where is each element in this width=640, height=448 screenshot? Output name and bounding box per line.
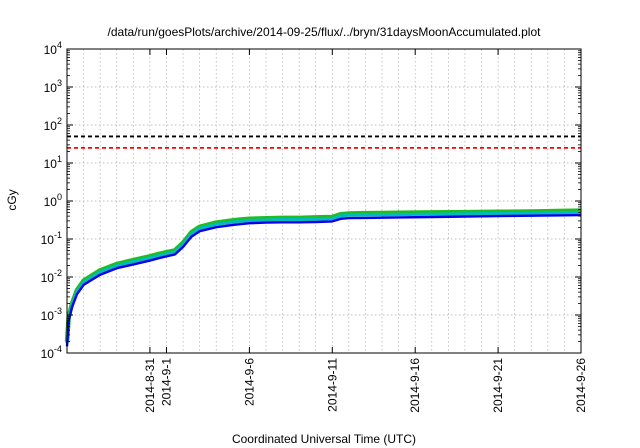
y-axis-label: cGy	[5, 189, 19, 210]
y-tick-label: 101	[44, 154, 62, 171]
y-tick-label: 10-2	[41, 268, 62, 285]
x-tick-label: 2014-9-11	[325, 358, 339, 412]
y-tick-label: 100	[44, 192, 62, 209]
x-tick-label: 2014-8-31	[143, 358, 157, 413]
y-tick-label: 10-1	[41, 230, 62, 247]
x-tick-label: 2014-9-26	[574, 358, 588, 413]
y-tick-label: 102	[44, 116, 62, 133]
x-tick-label: 2014-9-16	[408, 358, 422, 413]
x-axis-label: Coordinated Universal Time (UTC)	[232, 432, 416, 446]
grid	[67, 48, 582, 354]
chart-title: /data/run/goesPlots/archive/2014-09-25/f…	[108, 25, 542, 39]
data-series	[64, 208, 582, 347]
x-tick-label: 2014-9-1	[159, 358, 173, 406]
y-tick-label: 104	[44, 40, 62, 57]
x-axis: 2014-8-31 2014-9-1 2014-9-6 2014-9-11 2014-9…	[143, 49, 588, 413]
x-tick-label: 2014-9-21	[491, 358, 505, 413]
y-tick-label: 10-3	[41, 306, 62, 323]
series-line-blue	[65, 213, 582, 347]
y-axis: 10-4 10-3 10-2 10-1 100 101 102 103 104	[41, 40, 581, 361]
series-line-cyan	[65, 210, 582, 344]
threshold-lines	[67, 135, 581, 149]
y-tick-label: 10-4	[41, 344, 62, 361]
x-tick-label: 2014-9-6	[242, 358, 256, 406]
y-tick-label: 103	[44, 78, 62, 95]
series-line-green	[64, 208, 582, 342]
